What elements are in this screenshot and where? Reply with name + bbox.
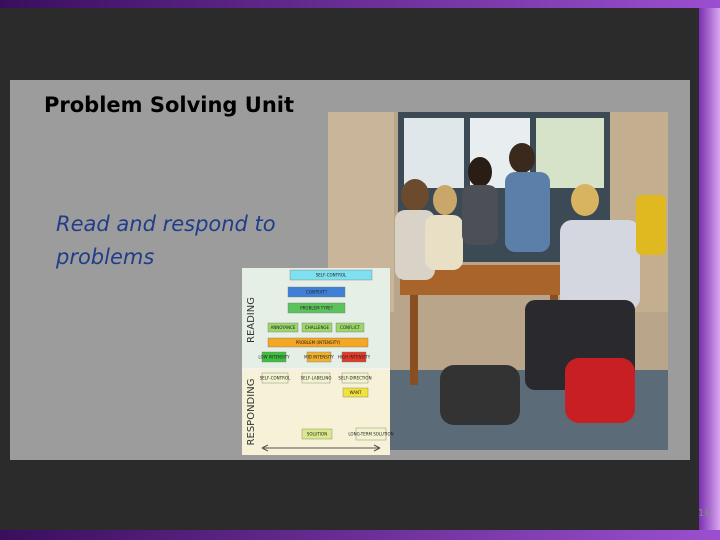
flow-node-label: LONG-TERM SOLUTION bbox=[348, 432, 393, 437]
flow-node-label: CONFLICT bbox=[340, 325, 360, 330]
flow-node bbox=[261, 351, 287, 363]
flow-node bbox=[267, 337, 369, 348]
flow-node-label: ANNOYANCE bbox=[271, 325, 296, 330]
slide-title: Problem Solving Unit bbox=[44, 93, 295, 117]
flow-node-label: CHALLENGE bbox=[305, 325, 330, 330]
flow-node bbox=[267, 322, 299, 333]
flow-node bbox=[301, 428, 333, 440]
flow-node bbox=[261, 372, 289, 384]
flow-node-label: PROBLEM (INTENSITY) bbox=[296, 340, 341, 345]
flow-node-label: SELF-CONTROL bbox=[260, 376, 291, 381]
flow-node bbox=[287, 302, 346, 314]
flow-node bbox=[289, 269, 373, 281]
flow-node bbox=[335, 322, 365, 333]
flow-node bbox=[341, 351, 367, 363]
flow-node-label: SELF-CONTROL bbox=[316, 273, 347, 278]
flow-arrow bbox=[261, 444, 381, 452]
page-number: 18 bbox=[698, 508, 711, 519]
flow-node bbox=[341, 372, 369, 384]
slide-body: Read and respond to problems bbox=[56, 212, 276, 269]
flow-side-label: RESPONDING bbox=[246, 379, 257, 446]
flow-side-label: READING bbox=[246, 297, 257, 343]
flow-node bbox=[355, 427, 387, 441]
flowchart: SELF-CONTROL CONTEXT? PROBLEM TYPE? ANNOYAN… bbox=[242, 268, 394, 455]
flow-node-label: SOLUTION bbox=[307, 432, 327, 437]
flow-node-label: CONTEXT? bbox=[306, 290, 327, 295]
flow-node-label: MID INTENSITY bbox=[304, 355, 334, 360]
flow-node-label: SELF-DIRECTION bbox=[338, 376, 371, 381]
flow-node bbox=[287, 286, 346, 298]
flow-node-label: LOW INTENSITY bbox=[258, 355, 290, 360]
flow-node-label: WANT bbox=[350, 390, 362, 395]
flow-node bbox=[306, 351, 332, 363]
flow-node-label: HIGH INTENSITY bbox=[338, 355, 371, 360]
photo bbox=[328, 112, 668, 450]
flow-node-label: PROBLEM TYPE? bbox=[300, 306, 333, 311]
flow-node-label: SELF-LABELING bbox=[301, 376, 332, 381]
flow-node bbox=[301, 372, 331, 384]
flow-node bbox=[301, 322, 333, 333]
flow-node bbox=[342, 387, 369, 398]
